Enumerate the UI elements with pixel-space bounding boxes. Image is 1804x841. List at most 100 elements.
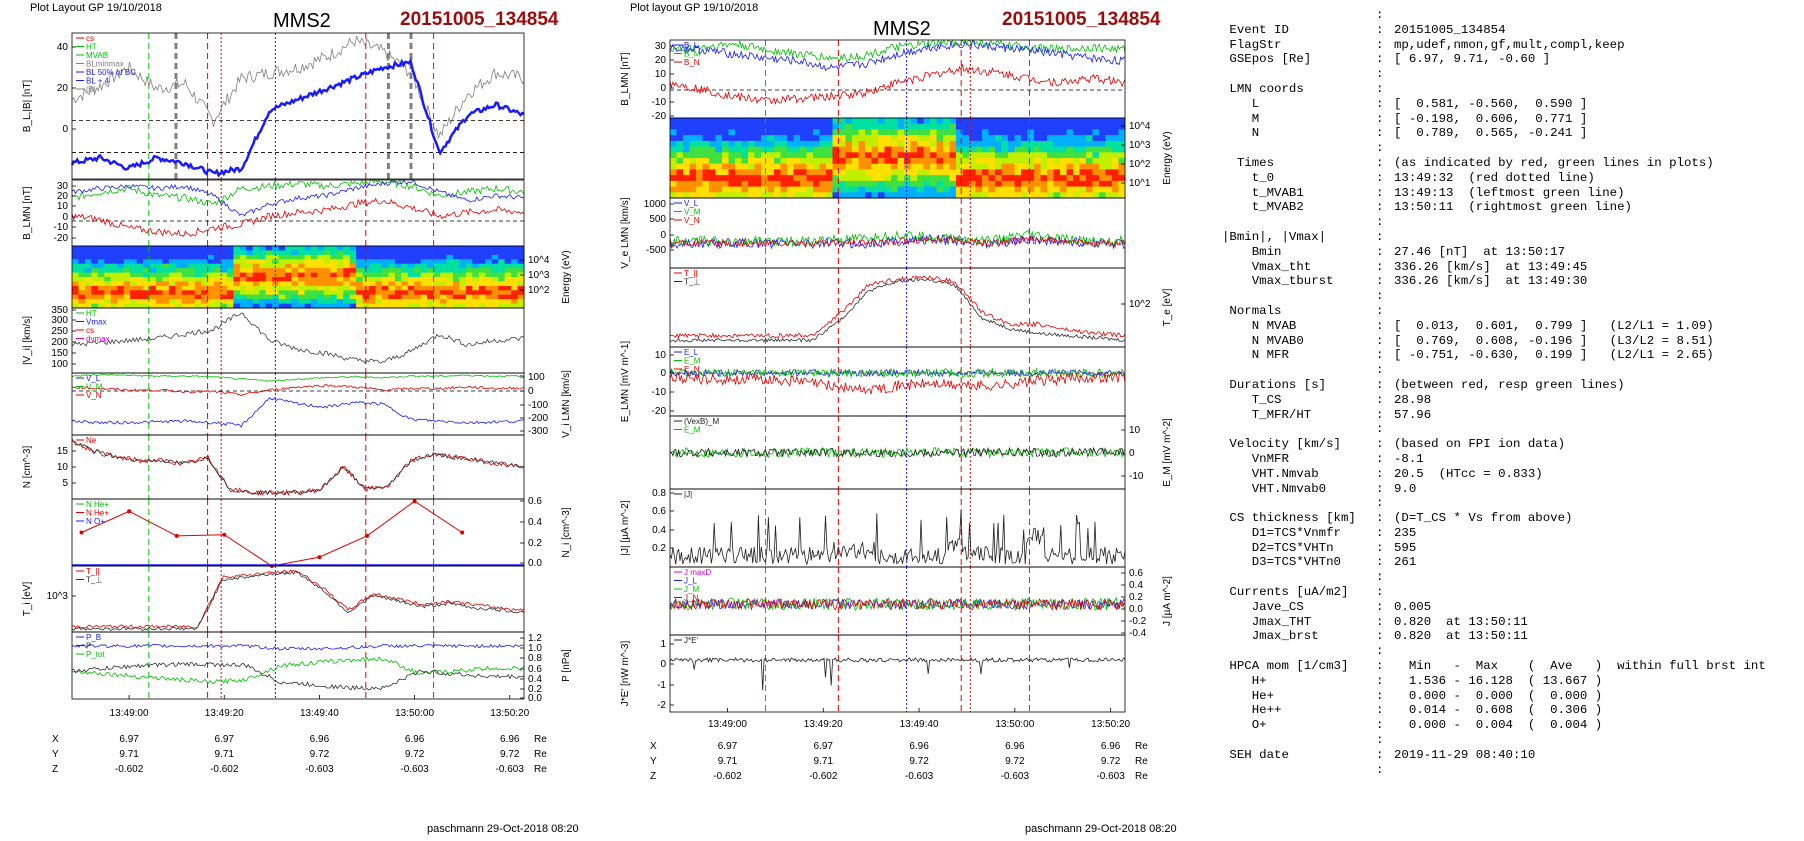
spectrogram-cell (220, 290, 228, 296)
spectrogram-cell (696, 186, 703, 193)
spectrogram-cell (498, 254, 506, 260)
spectrogram-cell (504, 254, 512, 260)
spectrogram-cell (136, 254, 144, 260)
spectrogram-cell (472, 263, 480, 269)
summary-line: Jmax_THT:0.820 at 13:50:11 (1222, 615, 1797, 630)
spectrogram-cell (709, 169, 716, 176)
spectrogram-cell (1047, 146, 1054, 153)
x-tick-label: 13:50:20 (490, 708, 529, 719)
spectrogram-cell (689, 163, 697, 170)
spectrogram-cell (806, 180, 814, 188)
spectrogram-cell (136, 290, 144, 296)
spectrogram-cell (917, 186, 924, 193)
spectrogram-cell (440, 246, 448, 251)
summary-colon: : (1376, 525, 1384, 540)
summary-line: He+: 0.000 - 0.000 ( 0.000 ) (1222, 689, 1797, 704)
spectrogram-cell (201, 254, 209, 260)
spectrogram-cell (459, 272, 467, 278)
spectrogram-cell (188, 277, 196, 282)
spectrogram-cell (491, 281, 499, 287)
spectrogram-cell (110, 277, 118, 282)
spectrogram-cell (278, 294, 286, 300)
spectrogram-cell (201, 285, 209, 291)
spectrogram-cell (465, 272, 473, 278)
spectrogram-cell (130, 250, 138, 256)
spectrogram-cell (813, 129, 820, 136)
spectrogram-cell (330, 263, 338, 269)
spectrogram-cell (845, 186, 853, 193)
event-summary-text: : Event ID:20151005_134854 FlagStr: mp,ud… (1222, 8, 1797, 777)
spectrogram-cell (897, 129, 905, 136)
spectrogram-cell (936, 192, 944, 199)
spectrogram-cell (181, 285, 189, 291)
spectrogram-cell (1073, 186, 1080, 193)
spectrogram-cell (394, 246, 402, 251)
spectrogram-cell (1008, 175, 1015, 182)
spectrogram-cell (233, 263, 241, 269)
spectrogram-cell (369, 259, 376, 265)
spectrogram-cell (748, 163, 755, 170)
spectrogram-cell (259, 285, 267, 291)
summary-value: 336.26 [km/s] at 13:49:30 (1394, 274, 1588, 289)
spectrogram-cell (155, 294, 163, 300)
spectrogram-cell (227, 272, 234, 278)
spectrogram-cell (310, 263, 318, 269)
summary-line: : (1222, 496, 1797, 511)
spectrogram-cell (819, 186, 827, 193)
spectrogram-cell (188, 259, 196, 265)
spectrogram-cell (130, 285, 138, 291)
spectrogram-cell (897, 135, 905, 142)
spectrogram-cell (1053, 140, 1061, 148)
spectrogram-cell (1001, 140, 1009, 148)
spectrogram-cell (826, 192, 833, 199)
spectrogram-cell (845, 163, 853, 170)
spectrogram-cell (676, 152, 684, 159)
summary-key: H+ (1222, 673, 1267, 688)
spectrogram-cell (800, 169, 807, 176)
summary-key: SEH date (1222, 747, 1289, 762)
spectrogram-cell (168, 268, 176, 273)
spectrogram-cell (110, 250, 118, 256)
spectrogram-cell (369, 299, 376, 304)
spectrogram-cell (420, 281, 428, 287)
spectrogram-cell (956, 135, 963, 142)
spectrogram-cell (826, 140, 833, 148)
spectrogram-cell (735, 140, 742, 148)
spectrogram-cell (349, 277, 357, 282)
y-tick-label: 0.4 (652, 525, 666, 536)
spectrogram-cell (214, 268, 222, 273)
spectrogram-cell (207, 285, 215, 291)
spectrogram-cell (259, 299, 267, 304)
spectrogram-cell (813, 135, 820, 142)
spectrogram-cell (388, 285, 396, 291)
spectrogram-cell (845, 158, 853, 165)
y-tick-label: 30 (57, 181, 69, 192)
ephem-value: -0.603 (905, 771, 934, 782)
spectrogram-cell (995, 129, 1002, 136)
spectrogram-cell (1014, 152, 1022, 159)
ephem-label: Y (650, 756, 657, 767)
spectrogram-cell (349, 250, 357, 256)
spectrogram-cell (793, 152, 801, 159)
spectrogram-cell (988, 135, 996, 142)
spectrogram-cell (832, 192, 840, 199)
spectrogram-cell (478, 294, 486, 300)
spectrogram-cell (891, 158, 898, 165)
spectrogram-cell (1118, 118, 1126, 125)
panel-n-frame (71, 434, 525, 500)
spectrogram-cell (800, 175, 807, 182)
spectrogram-cell (149, 268, 157, 273)
spectrogram-cell (414, 254, 422, 260)
summary-key: N MFR (1222, 348, 1289, 363)
spectrogram-cell (323, 259, 331, 265)
spectrogram-cell (72, 254, 79, 260)
spectrogram-cell (683, 175, 690, 182)
spectrogram-cell (465, 299, 473, 304)
spectrogram-cell (813, 175, 820, 182)
spectrogram-cell (194, 299, 202, 304)
spectrogram-cell (683, 158, 690, 165)
spectrogram-cell (278, 246, 286, 251)
spectrogram-cell (936, 152, 944, 159)
legend-label: |B| (86, 85, 96, 94)
x-tick-label: 13:49:40 (900, 719, 939, 730)
